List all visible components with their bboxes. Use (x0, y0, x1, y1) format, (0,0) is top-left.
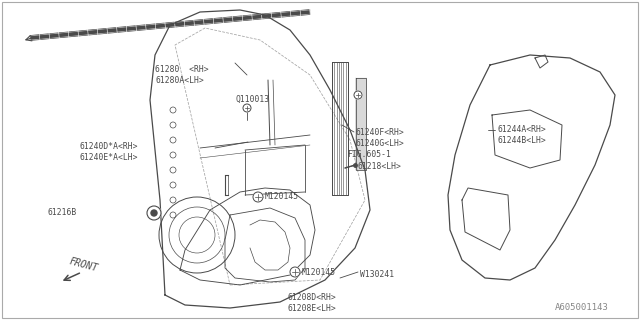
Text: W130241: W130241 (360, 270, 394, 279)
Circle shape (151, 210, 157, 216)
Text: M120145: M120145 (265, 192, 299, 201)
Text: 61216B: 61216B (48, 208, 77, 217)
Text: 61240E*A<LH>: 61240E*A<LH> (80, 153, 138, 162)
Circle shape (147, 206, 161, 220)
Circle shape (290, 267, 300, 277)
Text: M120145: M120145 (302, 268, 336, 277)
Text: Q110013: Q110013 (235, 95, 269, 104)
Text: 61244B<LH>: 61244B<LH> (497, 136, 546, 145)
Text: 61280A<LH>: 61280A<LH> (155, 76, 204, 85)
Text: A605001143: A605001143 (555, 303, 609, 312)
Circle shape (253, 192, 263, 202)
Text: 61240G<LH>: 61240G<LH> (355, 139, 404, 148)
Circle shape (354, 91, 362, 99)
Text: 61240D*A<RH>: 61240D*A<RH> (80, 142, 138, 151)
Text: 61208E<LH>: 61208E<LH> (288, 304, 337, 313)
Text: 61244A<RH>: 61244A<RH> (497, 125, 546, 134)
Text: 61218<LH>: 61218<LH> (358, 162, 402, 171)
Text: FIG.605-1: FIG.605-1 (347, 150, 391, 159)
Text: 61280  <RH>: 61280 <RH> (155, 65, 209, 74)
Text: FRONT: FRONT (68, 257, 99, 274)
Text: 61240F<RH>: 61240F<RH> (355, 128, 404, 137)
Circle shape (243, 104, 251, 112)
Text: 61208D<RH>: 61208D<RH> (288, 293, 337, 302)
